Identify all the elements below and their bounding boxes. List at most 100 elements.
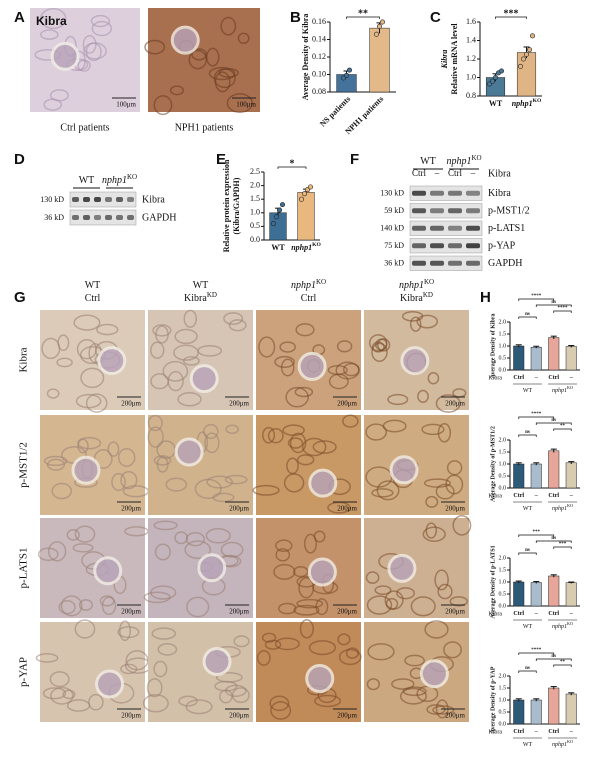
- tissue-structure: [402, 686, 427, 697]
- blot-band: [430, 260, 444, 266]
- significance-bracket: [518, 552, 537, 555]
- tissue-structure: [365, 423, 388, 441]
- blot-band: [430, 190, 444, 196]
- blot-band: [448, 208, 462, 214]
- label-text: Ctrl: [513, 375, 524, 381]
- tissue-structure: [366, 595, 393, 615]
- y-axis-label: Average Density of Kibra: [490, 313, 496, 378]
- label-text: –: [569, 729, 574, 735]
- label-text: WT: [85, 280, 101, 291]
- blot-band: [105, 215, 112, 220]
- y-tick-label: 1.0: [499, 697, 507, 703]
- blot-band: [83, 215, 90, 220]
- tissue-structure: [367, 643, 395, 661]
- y-tick-label: 1.4: [466, 35, 476, 44]
- blot-band: [116, 197, 123, 202]
- scale-bar-label: 200μm: [229, 505, 249, 513]
- molecular-weight: 36 kD: [44, 213, 64, 222]
- tissue-structure: [50, 686, 74, 705]
- x-tick-label: Ctrl: [513, 493, 524, 499]
- data-point: [486, 81, 492, 87]
- tissue-structure: [142, 693, 169, 713]
- tissue-structure: [182, 355, 200, 366]
- tissue-structure: [283, 473, 305, 493]
- bar: [530, 699, 542, 725]
- superscript: KD: [423, 291, 433, 299]
- protein-label: p-YAP: [488, 241, 516, 252]
- tissue-structure: [66, 529, 80, 541]
- tissue-structure: [213, 68, 236, 89]
- glomerulus: [305, 664, 335, 694]
- significance-label: ****: [531, 294, 542, 299]
- blot-band: [105, 197, 112, 202]
- molecular-weight: 59 kD: [384, 206, 404, 215]
- label-text: Ctrl: [548, 375, 559, 381]
- x-tick-label: NS patients: [318, 94, 352, 128]
- tissue-structure: [449, 596, 468, 607]
- tissue-structure: [282, 424, 305, 437]
- tissue-structure: [226, 93, 254, 114]
- tissue-structure: [294, 386, 314, 398]
- tissue-structure: [205, 527, 231, 544]
- tissue-structure: [191, 48, 207, 61]
- tissue-structure: [153, 95, 173, 116]
- bar: [565, 346, 577, 371]
- tissue-structure: [289, 432, 307, 454]
- y-tick-label: 0.5: [250, 221, 260, 230]
- significance-bracket: [495, 16, 527, 19]
- label: WT: [420, 156, 436, 167]
- blot-band: [466, 208, 480, 214]
- bar: [513, 581, 525, 607]
- significance-label: ns: [525, 312, 530, 317]
- blot-band: [448, 243, 462, 249]
- y-tick-label: 2.5: [250, 167, 260, 176]
- tissue-structure: [77, 438, 89, 454]
- significance-label: ****: [558, 306, 569, 311]
- data-point: [301, 191, 307, 197]
- tissue-structure: [224, 474, 248, 485]
- tissue-structure: [173, 344, 199, 361]
- blot-band: [116, 215, 123, 220]
- significance-bracket: [277, 166, 307, 169]
- superscript: KO: [471, 154, 481, 162]
- tissue-structure: [308, 640, 337, 656]
- x-tick-label: –: [569, 375, 574, 381]
- x-tick-label: Ctrl: [513, 611, 524, 617]
- data-point: [523, 51, 529, 57]
- molecular-weight: 130 kD: [380, 189, 404, 198]
- label-text: WT: [79, 175, 95, 186]
- label: WT: [79, 175, 95, 186]
- data-point: [270, 221, 276, 227]
- tissue-structure: [293, 604, 320, 616]
- label: nphp1KO: [102, 173, 137, 187]
- scale-bar-label: 200μm: [337, 505, 357, 513]
- group-label: nphp1KO: [552, 621, 573, 630]
- blot-band: [448, 190, 462, 196]
- y-axis-label: Average Density of Kibra: [301, 14, 310, 101]
- y-tick-label: 0.0: [250, 235, 260, 244]
- y-tick-label: 1.0: [499, 461, 507, 467]
- x-tick-label: –: [569, 729, 574, 735]
- caption: NPH1 patients: [175, 122, 234, 133]
- y-tick-label: 1.5: [499, 685, 507, 691]
- group-label: nphp1KO: [552, 385, 573, 394]
- label: WT: [85, 280, 101, 291]
- significance-bracket: [535, 658, 572, 661]
- data-point: [279, 202, 285, 208]
- tissue-structure: [66, 699, 91, 712]
- tissue-structure: [315, 598, 329, 616]
- tissue-structure: [146, 678, 163, 698]
- y-axis-label: (Kibra/GAPDH): [232, 177, 241, 234]
- tissue-structure: [417, 389, 429, 404]
- significance-bracket: [518, 652, 555, 655]
- tissue-structure: [237, 32, 250, 45]
- label-text: nphp1: [399, 280, 424, 291]
- y-tick-label: 1.0: [466, 72, 476, 81]
- blot-strip: [409, 185, 483, 201]
- label-text: –: [569, 611, 574, 617]
- tissue-structure: [51, 482, 73, 500]
- tissue-structure: [425, 495, 439, 508]
- label-text: nphp1: [291, 243, 312, 252]
- panel-letter: E: [216, 151, 226, 168]
- glomerulus: [93, 556, 123, 586]
